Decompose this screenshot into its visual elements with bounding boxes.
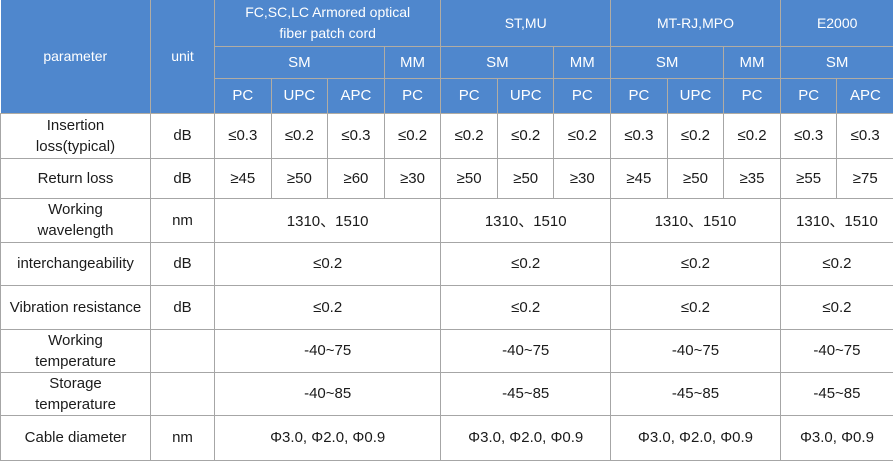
value-cell: -45~85 [780, 372, 893, 415]
polish-header: PC [215, 78, 272, 113]
value-cell: 1310、1510 [441, 198, 611, 242]
polish-header: PC [441, 78, 498, 113]
param-cell: Vibration resistance [1, 285, 151, 329]
value-cell: 1310、1510 [780, 198, 893, 242]
row-return-loss: Return loss dB ≥45 ≥50 ≥60 ≥30 ≥50 ≥50 ≥… [1, 158, 893, 198]
value-cell: ≥30 [384, 158, 441, 198]
row-working-wavelength: Working wavelength nm 1310、1510 1310、151… [1, 198, 893, 242]
value-cell: -40~75 [780, 329, 893, 372]
group-header-e2000: E2000 [780, 0, 893, 46]
param-cell: Cable diameter [1, 415, 151, 460]
polish-header: UPC [271, 78, 328, 113]
mode-header-mm: MM [724, 46, 781, 78]
mode-header-sm: SM [611, 46, 724, 78]
polish-header: PC [780, 78, 837, 113]
value-cell: 1310、1510 [215, 198, 441, 242]
param-cell: interchangeability [1, 242, 151, 285]
param-cell: Storage temperature [1, 372, 151, 415]
value-cell: -45~85 [611, 372, 781, 415]
value-cell: ≤0.2 [780, 285, 893, 329]
mode-header-mm: MM [554, 46, 611, 78]
polish-header: PC [384, 78, 441, 113]
value-cell: ≤0.2 [724, 113, 781, 158]
value-cell: ≥50 [441, 158, 498, 198]
value-cell: ≥55 [780, 158, 837, 198]
row-interchangeability: interchangeability dB ≤0.2 ≤0.2 ≤0.2 ≤0.… [1, 242, 893, 285]
value-cell: ≤0.2 [441, 285, 611, 329]
value-cell: ≤0.2 [384, 113, 441, 158]
value-cell: ≤0.2 [554, 113, 611, 158]
value-cell: Φ3.0, Φ2.0, Φ0.9 [611, 415, 781, 460]
group-header-st-mu: ST,MU [441, 0, 611, 46]
value-cell: ≤0.2 [215, 242, 441, 285]
value-cell: -40~75 [611, 329, 781, 372]
unit-cell: dB [151, 113, 215, 158]
polish-header: UPC [497, 78, 554, 113]
unit-header: unit [151, 0, 215, 113]
value-cell: ≤0.3 [780, 113, 837, 158]
value-cell: -40~75 [215, 329, 441, 372]
value-cell: ≤0.2 [611, 242, 781, 285]
polish-header: PC [611, 78, 668, 113]
value-cell: Φ3.0, Φ0.9 [780, 415, 893, 460]
unit-cell: dB [151, 285, 215, 329]
mode-header-mm: MM [384, 46, 441, 78]
value-cell: ≤0.2 [441, 242, 611, 285]
group-header-fc-sc-lc: FC,SC,LC Armored optical fiber patch cor… [215, 0, 441, 46]
value-cell: ≤0.3 [215, 113, 272, 158]
value-cell: 1310、1510 [611, 198, 781, 242]
polish-header: APC [328, 78, 385, 113]
param-cell: Return loss [1, 158, 151, 198]
row-insertion-loss: Insertion loss(typical) dB ≤0.3 ≤0.2 ≤0.… [1, 113, 893, 158]
polish-header: UPC [667, 78, 724, 113]
unit-cell: nm [151, 198, 215, 242]
value-cell: ≥35 [724, 158, 781, 198]
value-cell: ≥45 [611, 158, 668, 198]
value-cell: ≥75 [837, 158, 893, 198]
value-cell: ≤0.3 [837, 113, 893, 158]
value-cell: ≤0.2 [780, 242, 893, 285]
polish-header: APC [837, 78, 893, 113]
header-row-groups: parameter unit FC,SC,LC Armored optical … [1, 0, 893, 46]
unit-cell: dB [151, 242, 215, 285]
value-cell: ≥30 [554, 158, 611, 198]
param-cell: Working wavelength [1, 198, 151, 242]
polish-header: PC [724, 78, 781, 113]
value-cell: ≤0.2 [667, 113, 724, 158]
unit-cell: dB [151, 158, 215, 198]
value-cell: ≥50 [271, 158, 328, 198]
value-cell: ≤0.3 [611, 113, 668, 158]
param-cell: Working temperature [1, 329, 151, 372]
value-cell: -40~75 [441, 329, 611, 372]
parameter-header: parameter [1, 0, 151, 113]
value-cell: Φ3.0, Φ2.0, Φ0.9 [215, 415, 441, 460]
value-cell: ≥45 [215, 158, 272, 198]
param-cell: Insertion loss(typical) [1, 113, 151, 158]
value-cell: -40~85 [215, 372, 441, 415]
mode-header-sm: SM [441, 46, 554, 78]
polish-header: PC [554, 78, 611, 113]
row-cable-diameter: Cable diameter nm Φ3.0, Φ2.0, Φ0.9 Φ3.0,… [1, 415, 893, 460]
row-vibration-resistance: Vibration resistance dB ≤0.2 ≤0.2 ≤0.2 ≤… [1, 285, 893, 329]
value-cell: -45~85 [441, 372, 611, 415]
row-storage-temperature: Storage temperature -40~85 -45~85 -45~85… [1, 372, 893, 415]
value-cell: ≤0.2 [215, 285, 441, 329]
mode-header-sm: SM [780, 46, 893, 78]
value-cell: ≥50 [667, 158, 724, 198]
value-cell: ≤0.2 [497, 113, 554, 158]
unit-cell: nm [151, 415, 215, 460]
value-cell: ≤0.3 [328, 113, 385, 158]
value-cell: ≥50 [497, 158, 554, 198]
value-cell: Φ3.0, Φ2.0, Φ0.9 [441, 415, 611, 460]
value-cell: ≤0.2 [441, 113, 498, 158]
value-cell: ≤0.2 [271, 113, 328, 158]
row-working-temperature: Working temperature -40~75 -40~75 -40~75… [1, 329, 893, 372]
group-header-mt-rj-mpo: MT-RJ,MPO [611, 0, 781, 46]
value-cell: ≤0.2 [611, 285, 781, 329]
value-cell: ≥60 [328, 158, 385, 198]
mode-header-sm: SM [215, 46, 385, 78]
unit-cell [151, 329, 215, 372]
unit-cell [151, 372, 215, 415]
